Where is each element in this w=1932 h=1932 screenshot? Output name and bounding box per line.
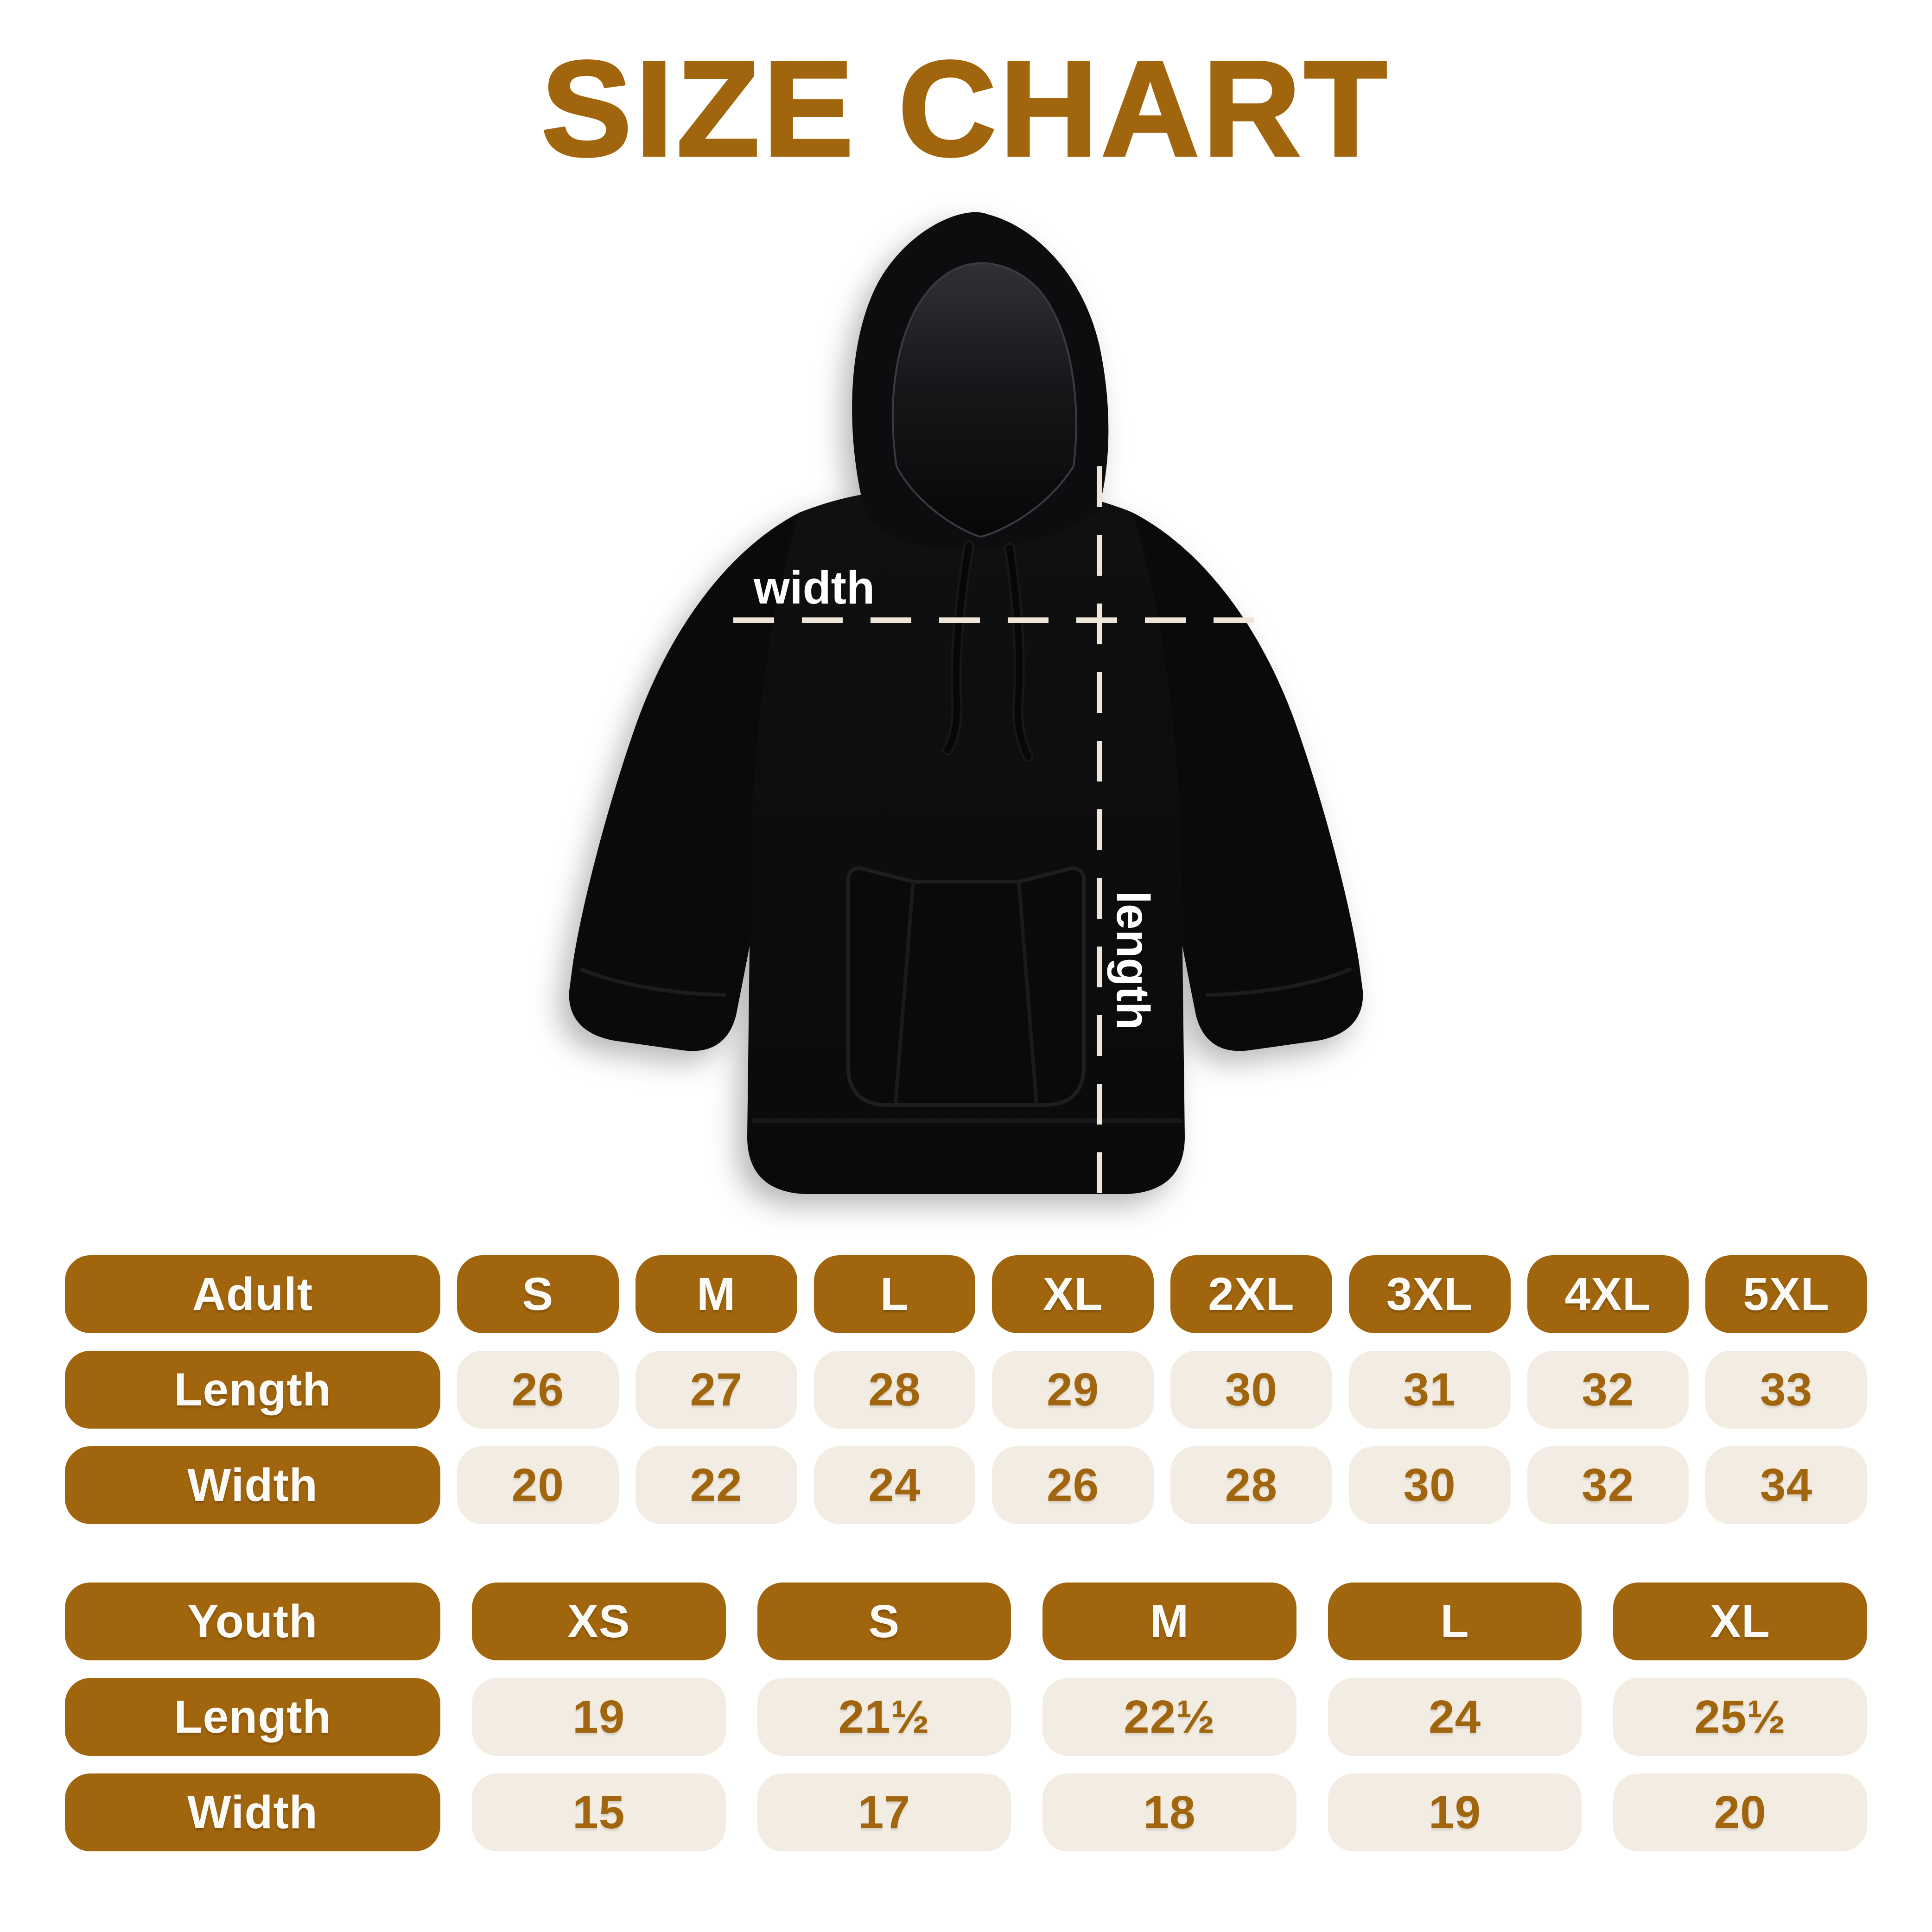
youth_table-value-cell: 22½: [1042, 1678, 1296, 1756]
page-title: SIZE CHART: [540, 33, 1391, 184]
adult_table-value-cell: 26: [992, 1446, 1154, 1524]
left-sleeve: [569, 513, 799, 1051]
youth_table-value-cell: 19: [1328, 1773, 1582, 1851]
youth_table-row-label: Length: [65, 1678, 440, 1756]
youth_table-value-cell: 18: [1042, 1773, 1296, 1851]
youth_table-value-cell: 20: [1613, 1773, 1867, 1851]
width-measure-label: width: [753, 562, 875, 614]
youth_table-size-header: XS: [472, 1582, 726, 1660]
size-tables: Adult S M L XL 2XL 3XL 4XL 5XL Length 26 27 28 29 30 31…: [65, 1255, 1867, 1851]
measurement-overlay: width length: [733, 466, 1254, 1214]
adult_table-value-cell: 32: [1527, 1446, 1689, 1524]
drawstrings: [942, 540, 1034, 762]
youth_table-value-cell: 15: [472, 1773, 726, 1851]
hoodie-illustration: width length: [569, 212, 1363, 1214]
adult_table-size-header: 4XL: [1527, 1255, 1689, 1333]
adult_table-row-label: Width: [65, 1446, 440, 1524]
adult-size-table: Adult S M L XL 2XL 3XL 4XL 5XL Length 26 27 28 29 30 31…: [65, 1255, 1867, 1524]
kangaroo-pocket: [846, 866, 1086, 1107]
adult_table-value-cell: 33: [1705, 1351, 1867, 1429]
adult_table-category-header: Adult: [65, 1255, 440, 1333]
adult_table-value-cell: 27: [635, 1351, 797, 1429]
pocket-right-seam: [1017, 881, 1038, 1104]
youth_table-row-label: Width: [65, 1773, 440, 1851]
youth_table-size-header: L: [1328, 1582, 1582, 1660]
youth_table-size-header: S: [757, 1582, 1011, 1660]
adult_table-value-cell: 22: [635, 1446, 797, 1524]
right-sleeve: [1133, 513, 1363, 1051]
adult_table-value-cell: 28: [1170, 1446, 1332, 1524]
adult_table-size-header: 3XL: [1348, 1255, 1511, 1333]
adult_table-value-cell: 31: [1348, 1351, 1511, 1429]
adult_table-value-cell: 20: [457, 1446, 619, 1524]
adult_table-size-header: L: [813, 1255, 976, 1333]
youth_table-value-cell: 21½: [757, 1678, 1011, 1756]
youth_table-size-header: M: [1042, 1582, 1296, 1660]
adult_table-value-cell: 32: [1527, 1351, 1689, 1429]
adult_table-size-header: 2XL: [1170, 1255, 1332, 1333]
adult_table-size-header: S: [457, 1255, 619, 1333]
adult_table-value-cell: 24: [813, 1446, 976, 1524]
youth_table-value-cell: 17: [757, 1773, 1011, 1851]
youth_table-value-cell: 24: [1328, 1678, 1582, 1756]
adult_table-value-cell: 30: [1348, 1446, 1511, 1524]
youth_table-size-header: XL: [1613, 1582, 1867, 1660]
right-cuff-seam: [1206, 967, 1353, 997]
youth_table-value-cell: 19: [472, 1678, 726, 1756]
adult_table-size-header: XL: [992, 1255, 1154, 1333]
adult_table-value-cell: 30: [1170, 1351, 1332, 1429]
left-cuff-seam: [579, 967, 726, 997]
youth_table-value-cell: 25½: [1613, 1678, 1867, 1756]
adult_table-value-cell: 29: [992, 1351, 1154, 1429]
hoodie-diagram: width length: [479, 186, 1453, 1252]
adult_table-value-cell: 26: [457, 1351, 619, 1429]
adult_table-value-cell: 28: [813, 1351, 976, 1429]
youth-size-table: Youth XS S M L XL Length 19 21½ 22½ 24 25½ Width 15 17…: [65, 1582, 1867, 1851]
adult_table-row-label: Length: [65, 1351, 440, 1429]
youth_table-category-header: Youth: [65, 1582, 440, 1660]
adult_table-value-cell: 34: [1705, 1446, 1867, 1524]
length-measure-label: length: [1107, 891, 1159, 1030]
hood-lining: [891, 262, 1077, 538]
adult_table-size-header: 5XL: [1705, 1255, 1867, 1333]
pocket-left-seam: [894, 881, 915, 1104]
adult_table-size-header: M: [635, 1255, 797, 1333]
